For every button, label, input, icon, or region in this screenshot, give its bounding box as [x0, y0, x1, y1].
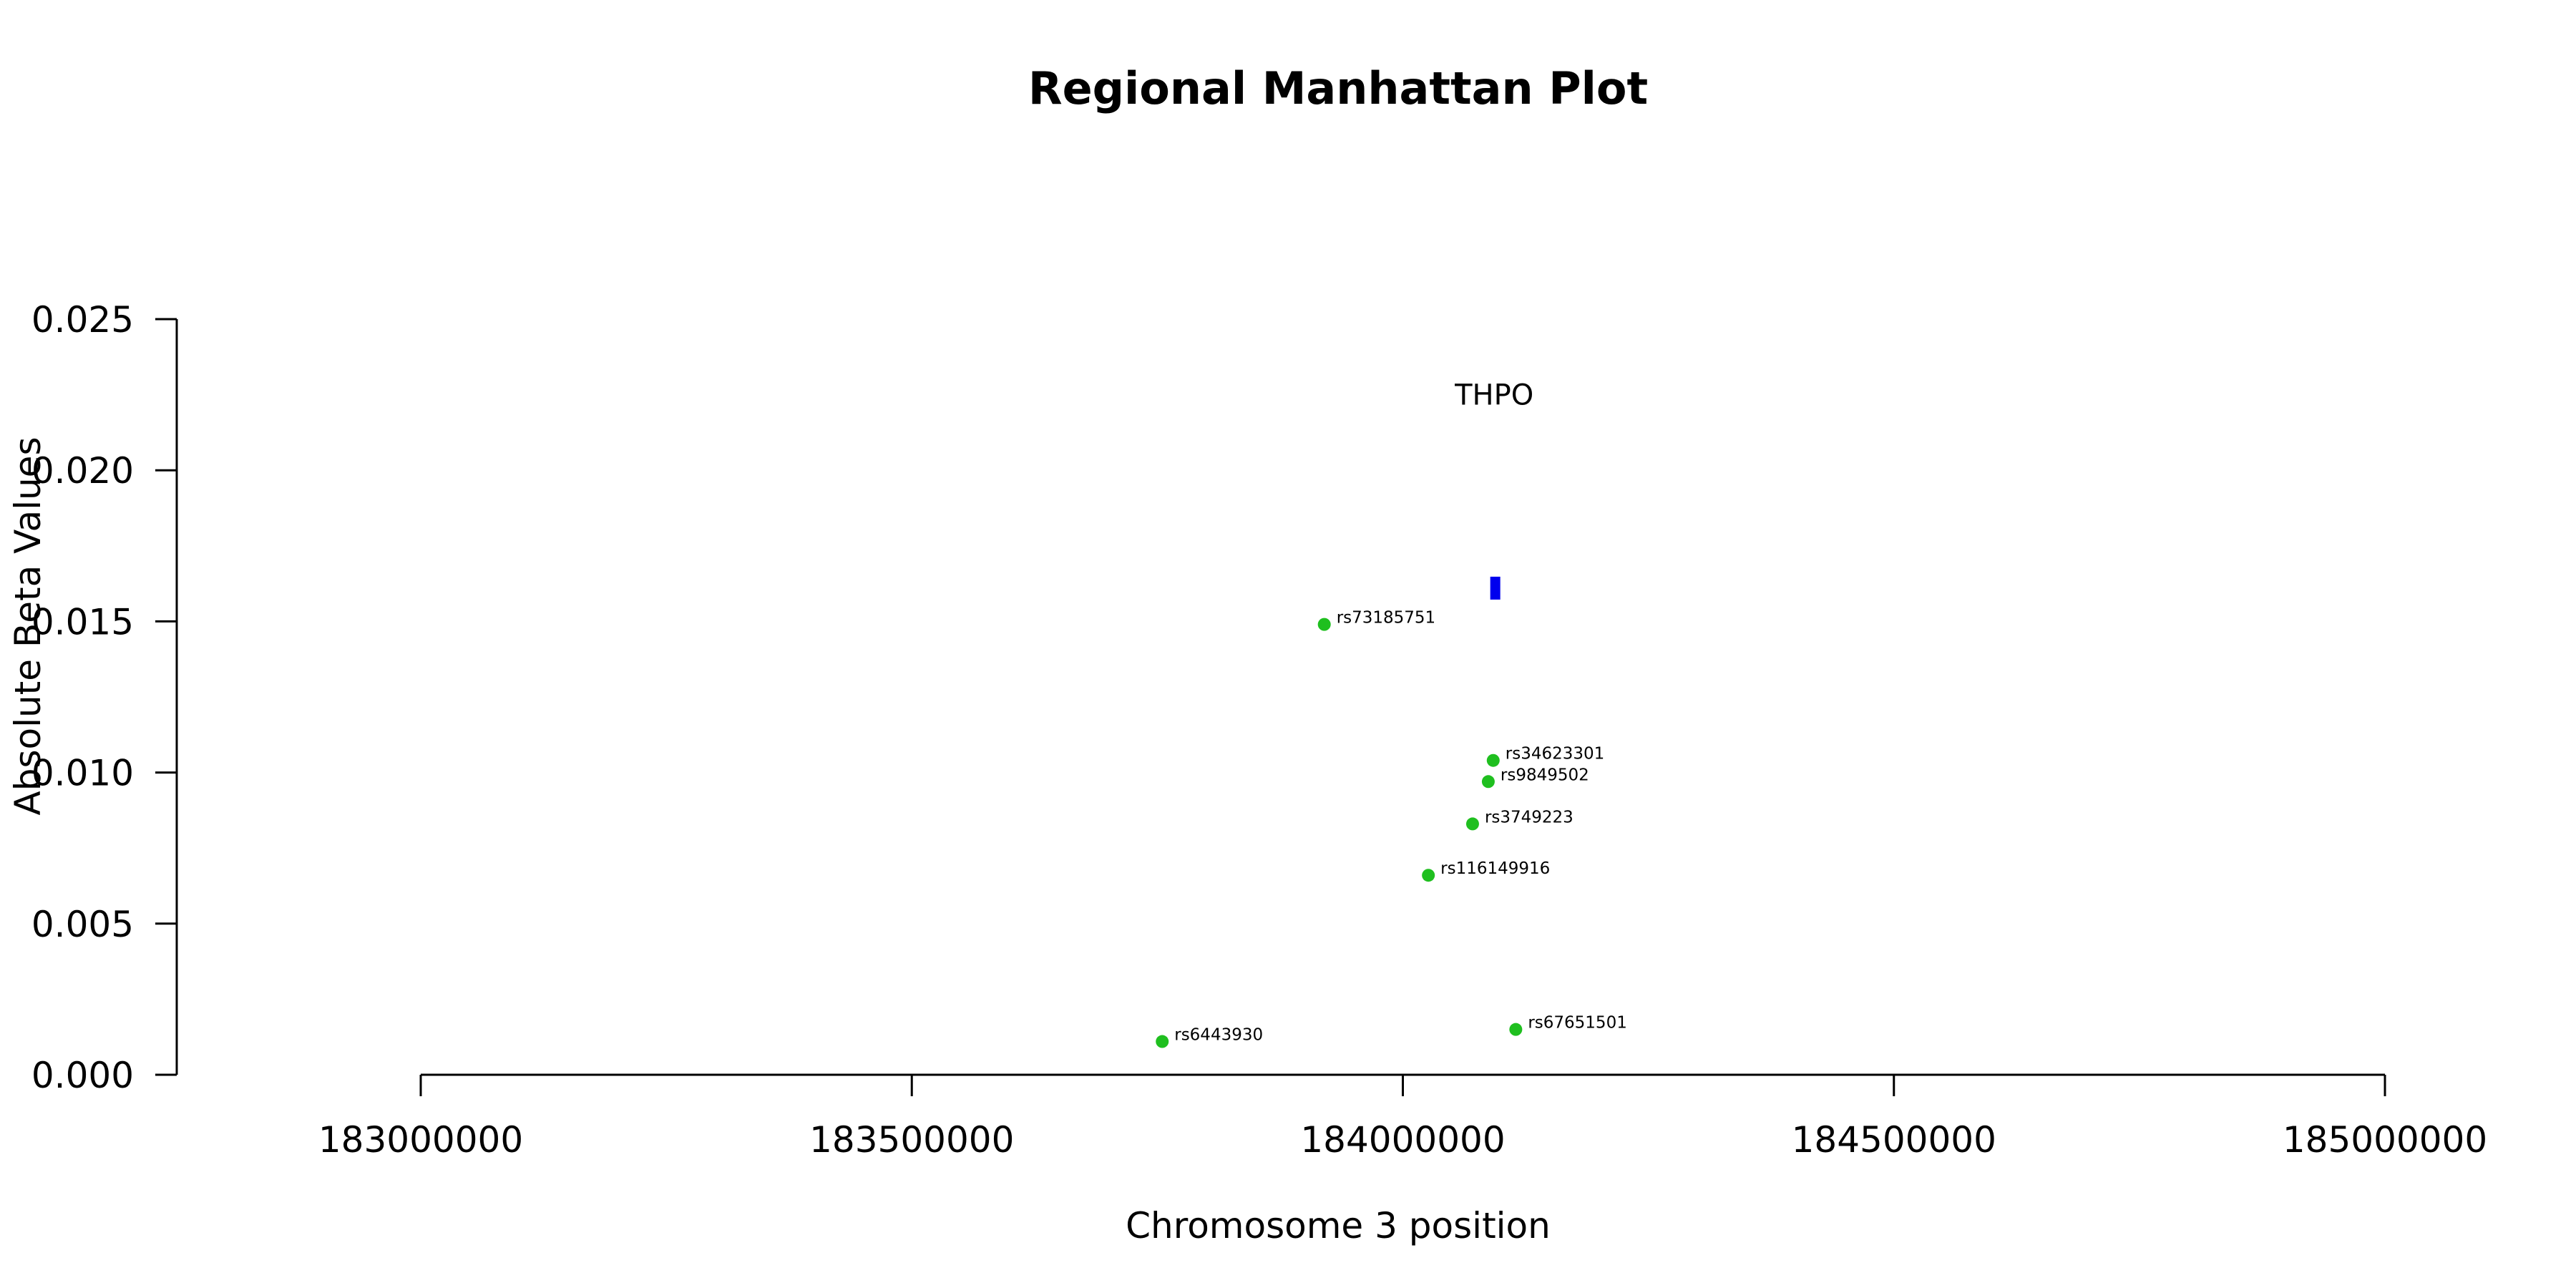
snp-label: rs6443930	[1174, 1026, 1263, 1045]
snp-point	[1465, 817, 1479, 831]
gene-label: THPO	[1454, 379, 1533, 412]
axes: 0.000 0.005 0.010 0.015 0.020 0.025 183000000 1…	[31, 299, 2487, 1161]
snp-point	[1317, 618, 1331, 631]
x-tick-label: 184000000	[1300, 1119, 1505, 1161]
snp-label: rs3749223	[1485, 808, 1574, 826]
x-tick-label: 183500000	[809, 1119, 1014, 1161]
y-tick-label: 0.010	[31, 753, 134, 794]
y-tick-label: 0.025	[31, 299, 134, 341]
y-tick-label: 0.000	[31, 1055, 134, 1096]
snp-label: rs9849502	[1501, 766, 1589, 784]
y-axis-label: Absolute Beta Values	[7, 437, 49, 816]
gene-track: THPO	[1454, 379, 1533, 600]
snp-point	[1509, 1023, 1523, 1036]
snp-label: rs34623301	[1506, 745, 1605, 763]
snp-point	[1422, 869, 1435, 882]
snp-point	[1156, 1035, 1169, 1048]
gene-block	[1490, 576, 1501, 600]
chart-title: Regional Manhattan Plot	[1028, 62, 1648, 114]
y-tick-label: 0.015	[31, 601, 134, 643]
x-tick-label: 184500000	[1792, 1119, 1996, 1161]
snp-label: rs67651501	[1528, 1014, 1627, 1033]
x-tick-label: 183000000	[318, 1119, 523, 1161]
x-tick-label: 185000000	[2283, 1119, 2487, 1161]
y-tick-label: 0.020	[31, 450, 134, 492]
x-axis-label: Chromosome 3 position	[1126, 1205, 1551, 1246]
snp-point	[1481, 775, 1495, 789]
y-tick-label: 0.005	[31, 904, 134, 945]
snp-label: rs73185751	[1337, 609, 1436, 628]
snp-point	[1486, 753, 1500, 767]
snp-points: rs73185751 rs34623301 rs9849502 rs3749223 rs…	[1156, 609, 1627, 1048]
snp-label: rs116149916	[1440, 859, 1550, 878]
